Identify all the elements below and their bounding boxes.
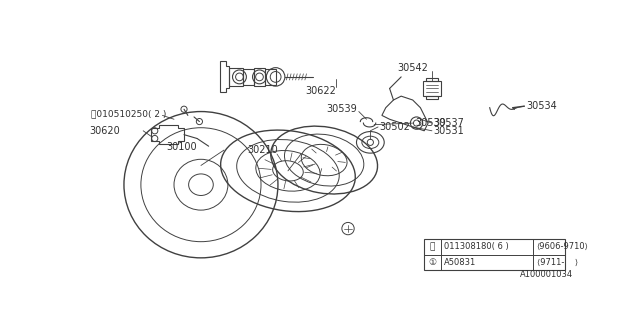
Text: 011308180( 6 ): 011308180( 6 ) xyxy=(444,243,509,252)
Bar xyxy=(426,78,438,81)
Bar xyxy=(254,68,265,86)
Text: 30622: 30622 xyxy=(305,86,336,96)
Text: Ⓑ010510250( 2 ): Ⓑ010510250( 2 ) xyxy=(91,109,166,118)
Bar xyxy=(426,96,438,99)
Text: 30531: 30531 xyxy=(433,126,464,136)
Text: ⟨9606-9710⟩: ⟨9606-9710⟩ xyxy=(536,243,588,252)
Text: 30502: 30502 xyxy=(380,122,410,132)
Text: 30539: 30539 xyxy=(415,118,445,128)
Text: 30537: 30537 xyxy=(433,118,465,128)
Text: 30542: 30542 xyxy=(397,63,428,73)
Text: Ⓑ: Ⓑ xyxy=(430,243,435,252)
Text: 30534: 30534 xyxy=(527,101,557,111)
Text: 30210: 30210 xyxy=(247,145,278,155)
Text: ①: ① xyxy=(429,258,436,267)
Text: A100001034: A100001034 xyxy=(520,270,573,279)
Bar xyxy=(424,239,564,270)
Bar xyxy=(243,69,254,84)
Text: 30539: 30539 xyxy=(326,104,357,114)
Text: 30100: 30100 xyxy=(166,142,197,152)
Bar xyxy=(265,69,276,84)
Bar xyxy=(422,81,441,96)
Bar xyxy=(230,68,243,86)
Text: 30620: 30620 xyxy=(90,126,120,136)
Text: ⟨9711-    ⟩: ⟨9711- ⟩ xyxy=(536,258,578,267)
Text: A50831: A50831 xyxy=(444,258,476,267)
